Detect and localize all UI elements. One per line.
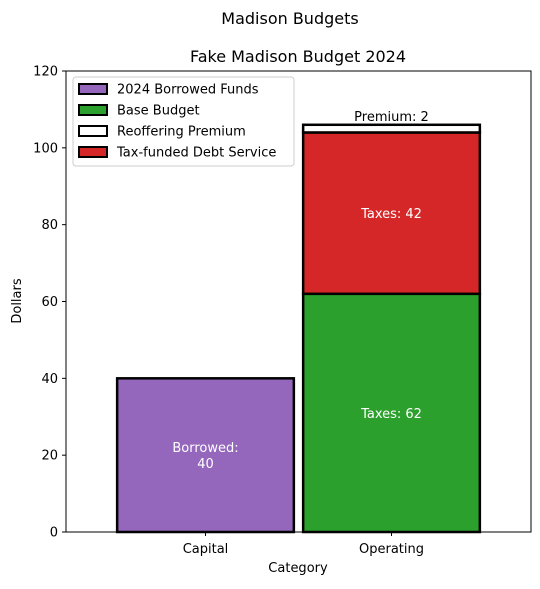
legend-label: Reoffering Premium — [117, 125, 246, 140]
legend-frame — [72, 76, 295, 167]
y-tick-label: 60 — [41, 295, 58, 310]
legend-swatch — [78, 146, 108, 158]
legend-label: Tax-funded Debt Service — [116, 146, 276, 161]
bar-data-label: Premium: 2 — [354, 110, 429, 125]
x-tick-label: Capital — [183, 542, 229, 557]
y-tick-label: 40 — [41, 372, 58, 387]
y-tick-label: 20 — [41, 449, 58, 464]
bar-data-label: Borrowed: 40 — [172, 441, 238, 472]
bar-data-label-line: Premium: 2 — [354, 110, 429, 125]
y-axis: 0 20 40 60 80 100 120 — [33, 65, 66, 541]
y-tick-label: 100 — [33, 141, 58, 156]
x-axis-label: Category — [268, 561, 328, 576]
legend-label: Base Budget — [117, 104, 200, 119]
chart-title: Fake Madison Budget 2024 — [190, 47, 406, 66]
bar-data-label-line: Borrowed: — [172, 441, 238, 456]
bar-data-label: Taxes: 62 — [360, 407, 422, 422]
legend-swatch — [78, 125, 108, 137]
x-tick-label: Operating — [359, 542, 424, 557]
y-tick-label: 0 — [50, 526, 58, 541]
y-tick-label: 80 — [41, 218, 58, 233]
bar-data-label-line: Taxes: 42 — [360, 207, 422, 222]
x-axis: Capital Operating — [183, 532, 424, 557]
y-axis-label: Dollars — [10, 278, 25, 323]
legend: 2024 Borrowed Funds Base Budget Reoffering… — [72, 76, 295, 167]
bar-segment — [115, 377, 296, 534]
bar-data-label-line: 40 — [197, 457, 214, 472]
legend-swatch — [78, 104, 108, 116]
bar-segment — [301, 292, 482, 534]
legend-swatch — [78, 83, 108, 95]
figure-suptitle: Madison Budgets — [221, 9, 358, 28]
bars-layer — [115, 123, 482, 534]
bar-data-label-line: Taxes: 62 — [360, 407, 422, 422]
y-tick-label: 120 — [33, 65, 58, 80]
legend-label: 2024 Borrowed Funds — [117, 83, 259, 98]
bar-data-label: Taxes: 42 — [360, 207, 422, 222]
bar-segment — [301, 123, 482, 134]
bar-labels-layer: Borrowed: 40 Taxes: 62 Taxes: 42 Premium: 2 — [172, 110, 428, 472]
